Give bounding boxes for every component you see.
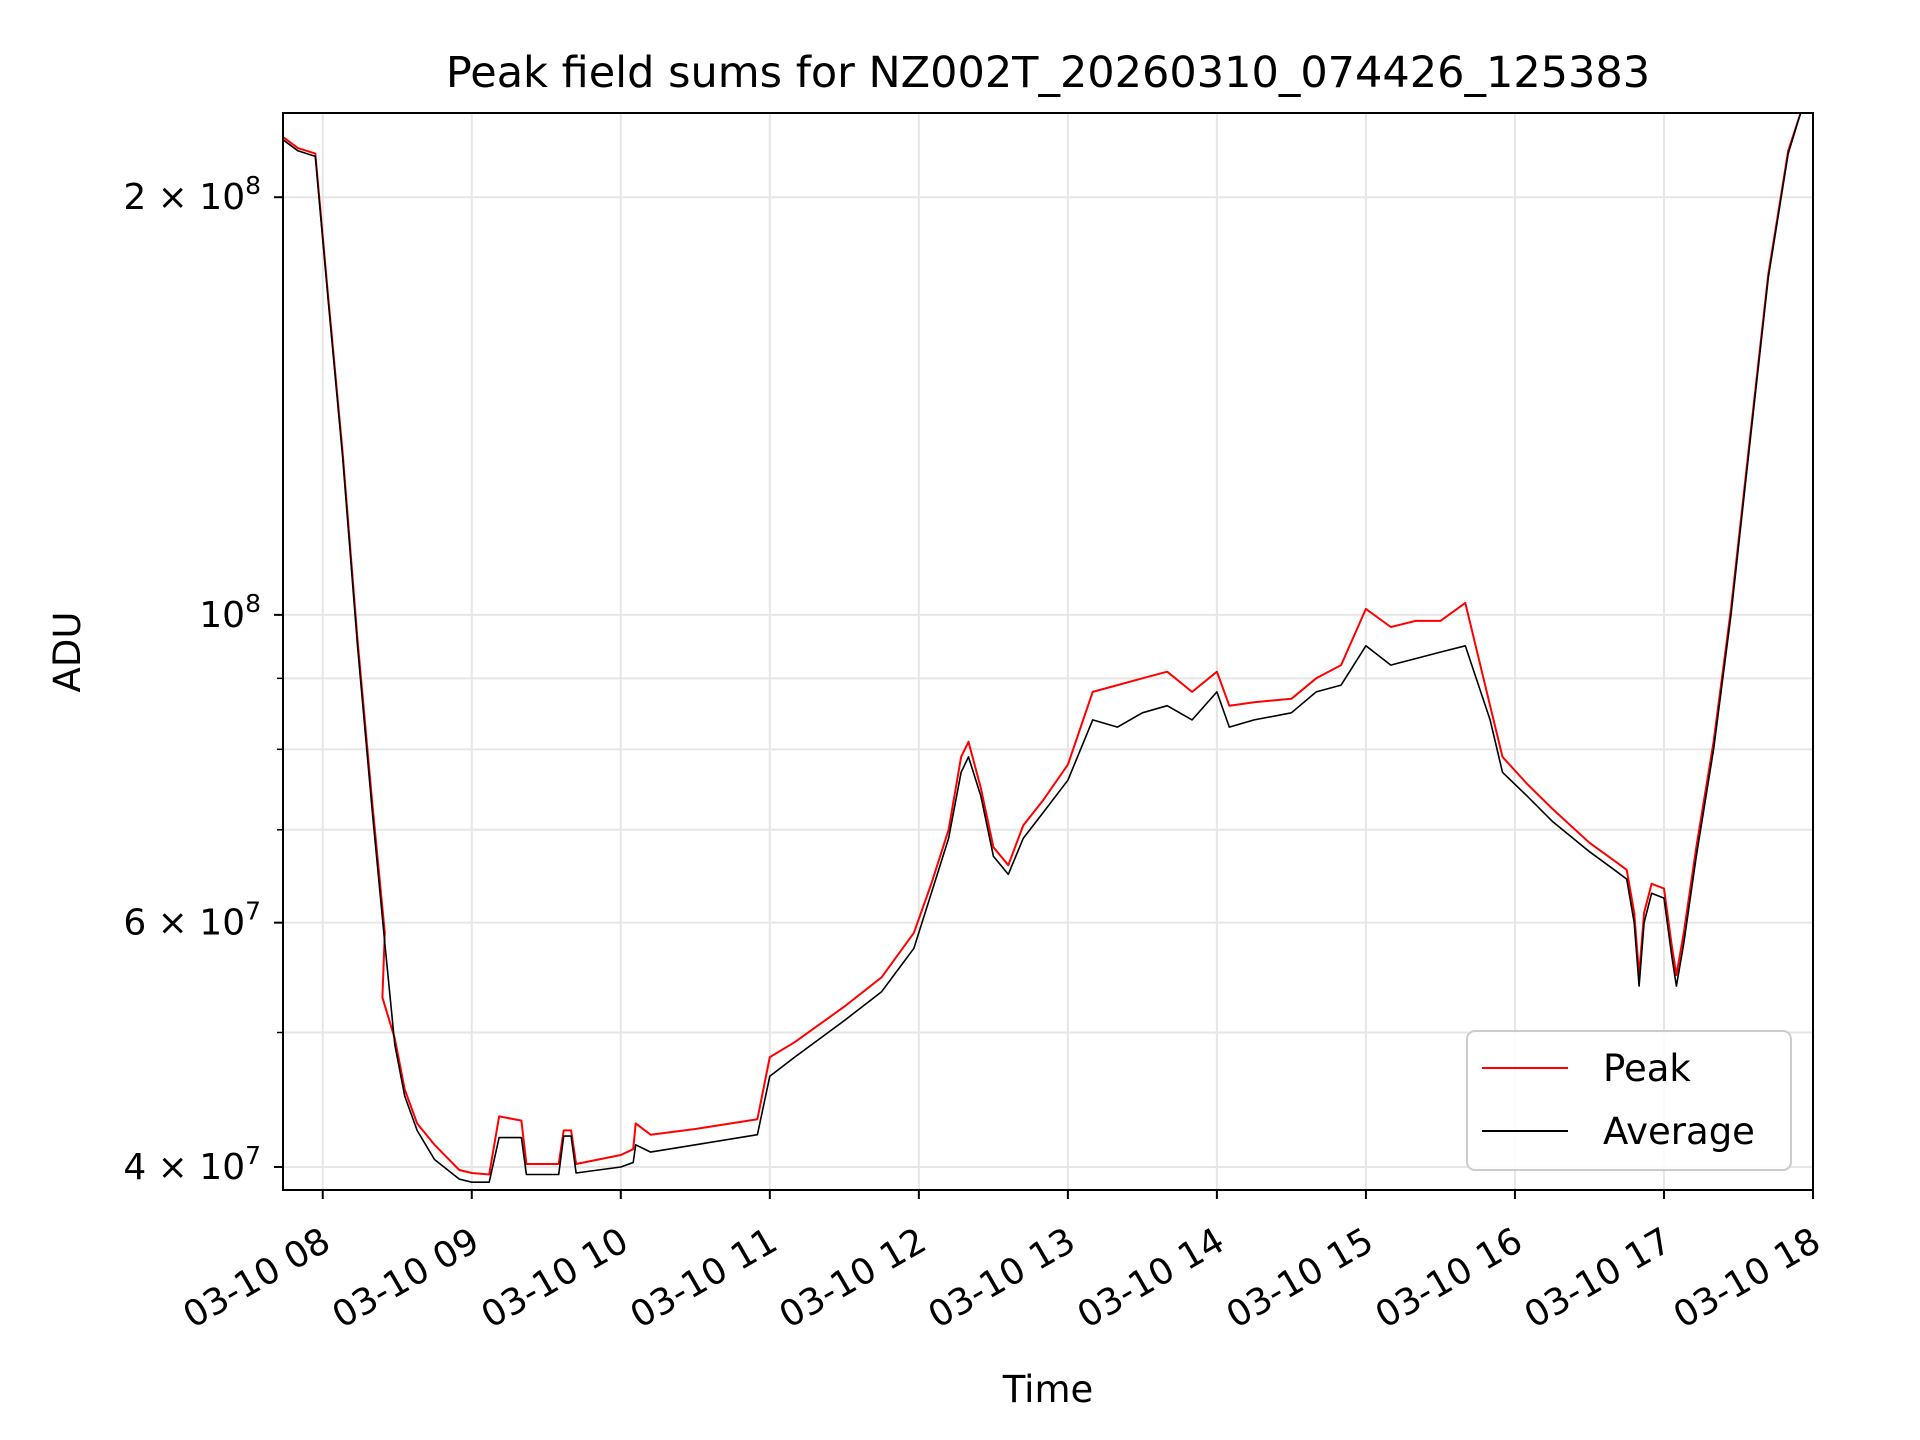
y-tick-label: 2 × 108 [123, 171, 261, 218]
series-lines [283, 113, 1813, 1183]
y-axis-title: ADU [46, 612, 89, 693]
legend: Peak Average [1466, 1030, 1792, 1171]
plot-frame [282, 112, 1814, 1191]
legend-box [1466, 1030, 1792, 1171]
series-line-average [283, 113, 1813, 1183]
y-tick-label: 6 × 107 [123, 897, 261, 944]
y-tick-label: 4 × 107 [123, 1141, 261, 1188]
chart-title: Peak field sums for NZ002T_20260310_0744… [446, 48, 1650, 98]
series-line-peak [283, 113, 1813, 1176]
x-axis-title: Time [1002, 1368, 1094, 1411]
y-tick-label: 108 [199, 589, 261, 636]
legend-label-average: Average [1603, 1110, 1755, 1153]
legend-label-peak: Peak [1603, 1047, 1691, 1090]
y-axis-ticks: 4 × 107 6 × 107 108 2 × 108 [123, 171, 283, 1188]
